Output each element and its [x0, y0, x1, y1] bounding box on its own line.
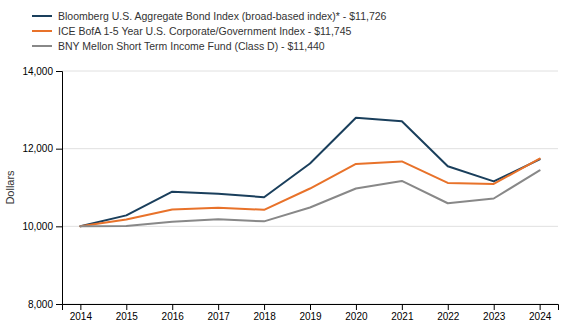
tick: 2019: [299, 304, 322, 322]
tick: 2017: [208, 304, 231, 322]
tick-label: 2024: [529, 311, 552, 322]
tick-label: 2019: [299, 311, 322, 322]
tick-label: 2021: [391, 311, 414, 322]
legend-swatch: [32, 15, 52, 17]
tick-mark: [402, 304, 403, 310]
tick: 8,000: [28, 299, 62, 310]
tick-mark: [172, 304, 173, 310]
grid-line: [62, 71, 558, 72]
legend-item: BNY Mellon Short Term Income Fund (Class…: [32, 40, 325, 52]
tick-mark: [56, 226, 62, 227]
tick-mark: [56, 71, 62, 72]
tick: 2020: [345, 304, 368, 322]
tick-mark: [448, 304, 449, 310]
series-line: [80, 159, 539, 227]
tick-mark: [264, 304, 265, 310]
series-line: [80, 170, 539, 226]
tick-label: 10,000: [22, 221, 53, 232]
tick-mark: [56, 304, 62, 305]
tick-label: 2016: [162, 311, 185, 322]
legend-swatch: [32, 45, 52, 47]
tick-label: 8,000: [28, 299, 53, 310]
tick: 2022: [437, 304, 460, 322]
tick: 14,000: [22, 66, 62, 77]
grid: [62, 71, 558, 304]
tick: 12,000: [22, 143, 62, 154]
tick: 2015: [116, 304, 139, 322]
y-axis: 8,000 10,000 12,000 14,000: [22, 66, 62, 310]
tick-label: 2022: [437, 311, 460, 322]
tick: 2024: [529, 304, 552, 322]
lines: [80, 118, 539, 227]
tick: 2023: [483, 304, 506, 322]
tick: 2014: [70, 304, 93, 322]
tick: 10,000: [22, 221, 62, 232]
legend-swatch: [32, 30, 52, 32]
legend-item: Bloomberg U.S. Aggregate Bond Index (bro…: [32, 10, 387, 22]
series-line: [80, 118, 539, 227]
tick-label: 2023: [483, 311, 506, 322]
legend-label: Bloomberg U.S. Aggregate Bond Index (bro…: [58, 10, 387, 22]
tick-label: 14,000: [22, 66, 53, 77]
axis-line: [56, 72, 63, 305]
legend-label: BNY Mellon Short Term Income Fund (Class…: [58, 40, 325, 52]
x-axis: 2014 2015 2016 2017 2018 2019 2020 2021 2022 2023…: [63, 304, 559, 322]
tick-label: 2014: [70, 311, 93, 322]
plot: 2014 2015 2016 2017 2018 2019 2020 2021 2022 2023…: [22, 66, 558, 322]
y-axis-title: Dollars: [4, 170, 16, 205]
tick-mark: [540, 304, 541, 310]
tick-label: 2017: [208, 311, 231, 322]
tick-label: 2018: [253, 311, 276, 322]
tick-mark: [218, 304, 219, 310]
tick: 2021: [391, 304, 414, 322]
tick-label: 12,000: [22, 143, 53, 154]
legend-item: ICE BofA 1-5 Year U.S. Corporate/Governm…: [32, 25, 352, 37]
tick-label: 2020: [345, 311, 368, 322]
grid-line: [62, 148, 558, 149]
tick-mark: [56, 149, 62, 150]
axis-line: [63, 305, 559, 311]
tick-mark: [80, 304, 81, 310]
legend-label: ICE BofA 1-5 Year U.S. Corporate/Governm…: [58, 25, 352, 37]
tick-mark: [310, 304, 311, 310]
tick-mark: [494, 304, 495, 310]
tick-mark: [356, 304, 357, 310]
tick: 2016: [162, 304, 185, 322]
legend: Bloomberg U.S. Aggregate Bond Index (bro…: [32, 10, 387, 52]
chart: 2014 2015 2016 2017 2018 2019 2020 2021 2022 2023…: [0, 0, 576, 330]
tick: 2018: [253, 304, 276, 322]
tick-mark: [126, 304, 127, 310]
tick-label: 2015: [116, 311, 139, 322]
